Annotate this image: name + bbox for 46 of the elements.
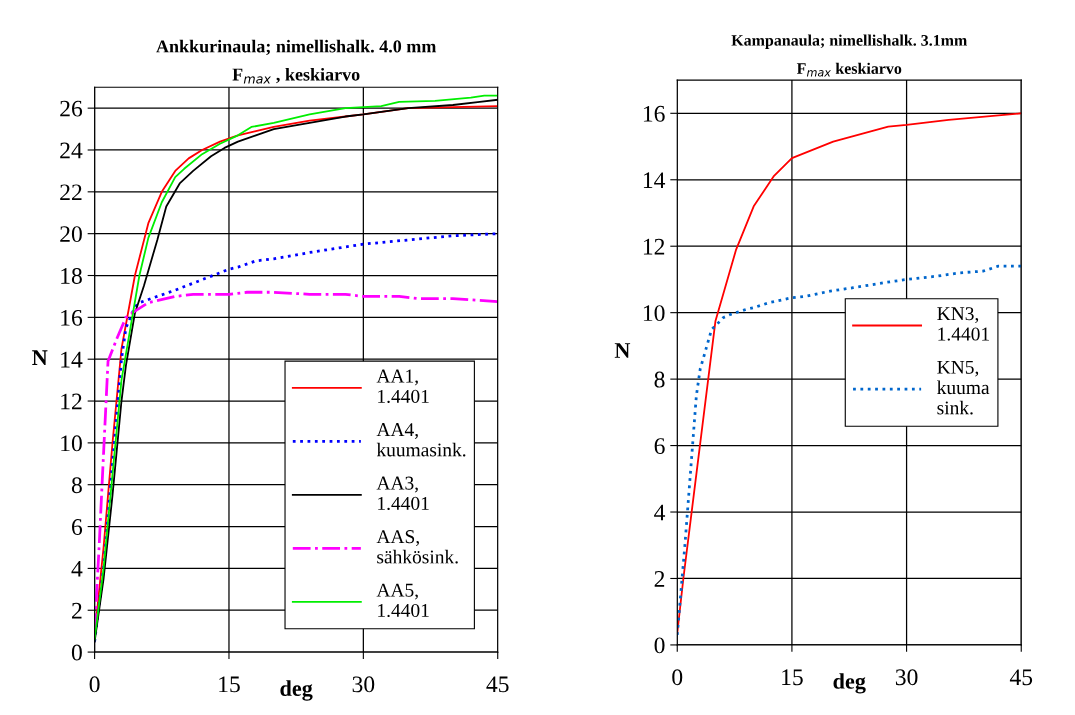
chart-title: Kampanaula; nimellishalk. 3.1mm <box>731 34 968 50</box>
y-tick-label: 10 <box>643 305 665 322</box>
y-tick-label: 12 <box>61 393 82 410</box>
x-tick-label: 0 <box>672 669 683 686</box>
y-tick-label: 12 <box>643 238 665 255</box>
y-tick-label: 14 <box>61 351 83 368</box>
chart-title: Ankkurinaula; nimellishalk. 4.0 mm <box>156 39 437 56</box>
legend-label: AA5, 1.4401 <box>376 583 429 618</box>
x-tick-label: 30 <box>352 676 375 693</box>
y-tick-label: 8 <box>654 371 665 388</box>
legend-label: AA3, 1.4401 <box>376 476 429 511</box>
y-tick-label: 16 <box>643 105 665 122</box>
y-tick-label: 24 <box>60 142 83 159</box>
y-tick-label: 18 <box>61 268 82 284</box>
y-axis-title: N <box>32 350 48 365</box>
y-tick-label: 8 <box>71 477 82 494</box>
y-tick-label: 20 <box>60 226 82 243</box>
y-tick-label: 2 <box>72 602 82 619</box>
chart-subtitle: F$_{max}$ keskiarvo <box>796 62 902 77</box>
x-axis-title: deg <box>280 680 313 701</box>
x-tick-label: 45 <box>1009 669 1033 686</box>
x-tick-label: 0 <box>89 676 100 693</box>
legend-label: AAS, sähkösink. <box>376 530 458 564</box>
x-tick-label: 45 <box>486 676 509 693</box>
y-tick-label: 0 <box>71 644 82 661</box>
y-tick-label: 16 <box>61 309 83 326</box>
x-tick-label: 15 <box>219 676 240 693</box>
y-tick-label: 14 <box>643 172 666 188</box>
legend-label: AA4, kuumasink. <box>376 423 466 457</box>
y-tick-label: 4 <box>71 561 83 577</box>
x-tick-label: 30 <box>895 669 918 686</box>
y-tick-label: 0 <box>654 637 665 654</box>
y-tick-label: 22 <box>60 184 82 201</box>
y-tick-label: 10 <box>61 435 82 452</box>
x-axis-title: deg <box>833 673 866 694</box>
legend-label: AA1, 1.4401 <box>376 369 429 404</box>
y-tick-label: 4 <box>654 504 666 521</box>
y-tick-label: 6 <box>654 438 665 454</box>
y-tick-label: 2 <box>654 571 665 587</box>
x-tick-label: 15 <box>782 669 803 686</box>
chart-subtitle: F$_{max}$ , keskiarvo <box>232 67 360 84</box>
y-tick-label: 6 <box>72 519 83 535</box>
legend-label: KN3, 1.4401 <box>937 307 989 341</box>
y-tick-label: 26 <box>60 100 83 117</box>
y-axis-title: N <box>614 343 631 358</box>
legend-label: KN5, kuuma sink. <box>937 360 990 415</box>
